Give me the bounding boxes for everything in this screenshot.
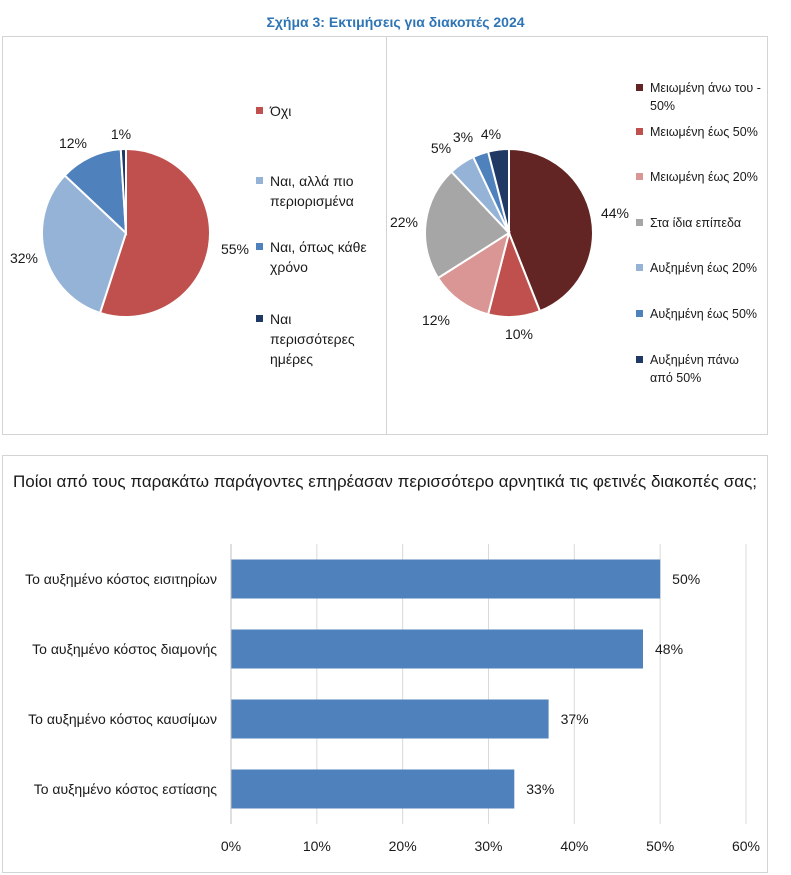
pie-data-label: 44% [601,205,629,221]
pie-data-label: 32% [10,250,38,266]
legend-swatch [636,128,643,135]
pie-data-label: 55% [221,241,249,257]
legend-swatch [636,264,643,271]
bar-data-label: 33% [526,781,554,797]
pie-data-label: 5% [431,140,451,156]
bar-chart-panel: Ποίοι από τους παρακάτω παράγοντες επηρέ… [2,455,768,873]
legend-item: Αυξημένη έως 20% [636,259,761,277]
pie-slice [41,174,128,315]
bar [231,629,643,669]
bar [231,559,661,599]
legend-swatch [256,243,263,250]
legend-swatch [256,177,263,184]
pie-chart-budget-change: 44% 10% 12% 22% 5%3% 4% [390,126,629,342]
legend-label: Ναι, όπως κάθε χρόνο [270,239,367,275]
legend-swatch [256,315,263,322]
x-tick-label: 60% [732,838,760,854]
legend-label: Όχι [270,103,292,119]
legend-swatch [636,173,643,180]
legend-item: Μειωμένη έως 20% [636,168,761,186]
pie-data-label: 12% [59,135,87,151]
pie-data-label: 4% [481,126,501,142]
pie-slice [119,147,127,234]
pie-slice [486,147,510,234]
pie-chart-vacation-plans: 55% 32% 12% 1% [10,126,249,318]
pie-data-label: 1% [111,126,131,142]
pie-charts-panel: 55% 32% 12% 1% Όχι Ναι, αλλά πιο περιορισμέν… [2,36,768,435]
legend-swatch [636,310,643,317]
legend-label: Αυξημένη πάνω από 50% [650,353,739,385]
bar-chart-negative-factors: 0% 10% 20% 30% 40% 50% 60% Το αυξημένο κόστος ε… [25,544,760,854]
pie-slice [63,148,128,236]
legend-item: Στα ίδια επίπεδα [636,214,761,232]
x-tick-label: 30% [474,838,502,854]
legend-item: Όχι [256,101,371,121]
bar [231,769,515,809]
pie-slice [424,170,511,280]
legend-item: Αυξημένη έως 50% [636,305,761,323]
bar-data-label: 37% [561,711,589,727]
x-tick-label: 20% [389,838,417,854]
legend-label: Αυξημένη έως 20% [650,261,758,275]
legend-swatch [636,356,643,363]
bar-data-label: 50% [672,571,700,587]
figure-title: Σχήμα 3: Εκτιμήσεις για διακοπές 2024 [266,14,525,30]
category-label: Το αυξημένο κόστος διαμονής [32,641,217,657]
pie-slice [508,147,594,313]
bar-chart-title: Ποίοι από τους παρακάτω παράγοντες επηρέ… [12,472,758,491]
legend-label: Μειωμένη έως 20% [650,170,758,184]
legend-swatch [636,219,643,226]
legend-swatch [256,107,263,114]
bar [231,699,549,739]
bar-data-label: 48% [655,641,683,657]
category-label: Το αυξημένο κόστος εισιτηρίων [25,571,217,587]
x-tick-label: 0% [221,838,241,854]
legend-item: Ναι, αλλά πιο περιορισμένα [256,171,371,211]
pie-slice [98,147,211,318]
legend-swatch [636,84,643,91]
pie-data-label: 22% [390,214,418,230]
legend-item: Μειωμένη άνω του - 50% [636,79,761,115]
x-tick-label: 40% [560,838,588,854]
legend-item: Αυξημένη πάνω από 50% [636,351,761,387]
x-tick-label: 10% [303,838,331,854]
legend-item: Ναι, όπως κάθε χρόνο [256,237,371,277]
pie-data-label: 10% [505,326,533,342]
legend-item: Μειωμένη έως 50% [636,123,761,141]
legend-label: Μειωμένη έως 50% [650,125,758,139]
pie-data-label: 3% [453,129,473,145]
legend-label: Ναι περισσότερες ημέρες [270,311,355,367]
legend-label: Αυξημένη έως 50% [650,307,758,321]
legend-label: Στα ίδια επίπεδα [650,216,742,230]
pie-data-label: 12% [422,312,450,328]
legend-label: Ναι, αλλά πιο περιορισμένα [270,173,354,209]
x-tick-label: 50% [646,838,674,854]
legend-label: Μειωμένη άνω του - 50% [650,81,761,113]
legend-item: Ναι περισσότερες ημέρες [256,309,371,369]
panel-divider [386,37,387,434]
category-label: Το αυξημένο κόστος εστίασης [34,781,218,797]
pie-slice [436,230,511,316]
category-label: Το αυξημένο κόστος καυσίμων [28,711,217,727]
